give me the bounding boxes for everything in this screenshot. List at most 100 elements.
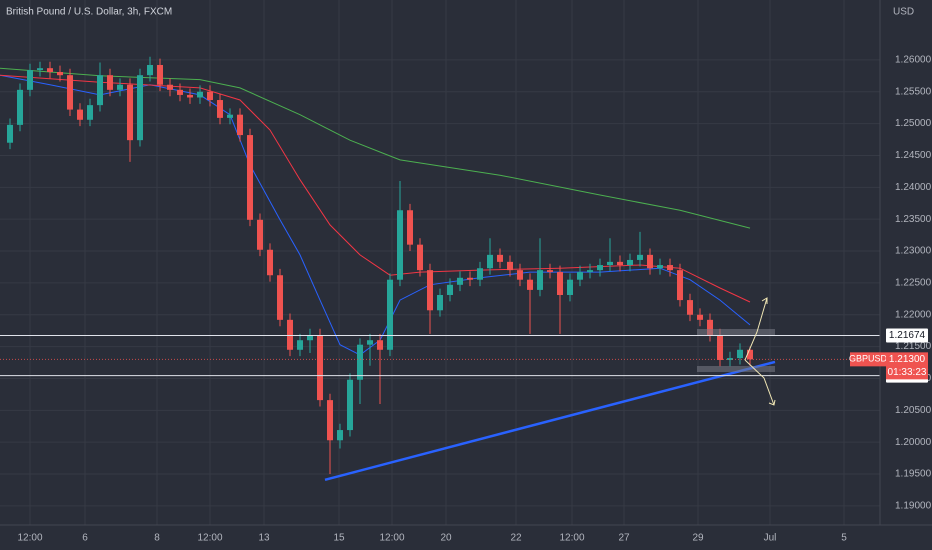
candle-body bbox=[727, 358, 733, 360]
candle-body bbox=[57, 71, 63, 76]
y-tick-label: 1.24500 bbox=[895, 150, 932, 161]
y-tick-label: 1.25500 bbox=[895, 86, 932, 97]
candle-body bbox=[417, 244, 423, 271]
symbol-label: GBPUSD bbox=[849, 354, 888, 364]
candle-body bbox=[357, 344, 363, 380]
candle-body bbox=[297, 340, 303, 350]
candle-body bbox=[427, 270, 433, 311]
candle-body bbox=[747, 349, 753, 360]
x-tick-label: 12:00 bbox=[197, 533, 222, 544]
x-tick-label: 8 bbox=[154, 533, 160, 544]
moving-average bbox=[0, 67, 751, 229]
candle-body bbox=[117, 84, 123, 90]
candle-body bbox=[217, 100, 223, 118]
candle-body bbox=[627, 259, 633, 266]
zone bbox=[697, 366, 775, 372]
candle-body bbox=[517, 270, 523, 280]
y-tick-label: 1.21500 bbox=[895, 341, 932, 352]
axis: 1.190001.195001.200001.205001.210001.215… bbox=[17, 55, 931, 544]
x-tick-label: 27 bbox=[618, 533, 630, 544]
y-tick-label: 1.20500 bbox=[895, 405, 932, 416]
candle-body bbox=[717, 335, 723, 360]
level-label: 1.21674 bbox=[889, 330, 926, 341]
currency: USD bbox=[893, 7, 914, 18]
candle-body bbox=[237, 114, 243, 136]
candle-body bbox=[547, 270, 553, 273]
candle-body bbox=[267, 249, 273, 276]
candle-body bbox=[577, 272, 583, 280]
candle-body bbox=[87, 105, 93, 120]
candle-body bbox=[527, 279, 533, 290]
candle-body bbox=[687, 300, 693, 315]
candle-body bbox=[667, 265, 673, 271]
candle-body bbox=[127, 84, 133, 141]
candle-body bbox=[207, 91, 213, 101]
candle-body bbox=[477, 268, 483, 280]
y-tick-label: 1.25000 bbox=[895, 118, 932, 129]
candle-body bbox=[97, 75, 103, 106]
candle-body bbox=[157, 64, 163, 85]
candle-body bbox=[617, 261, 623, 266]
candle-body bbox=[227, 114, 233, 118]
candle-body bbox=[437, 294, 443, 311]
candle-body bbox=[47, 68, 53, 72]
grid bbox=[0, 0, 880, 525]
candle-body bbox=[487, 254, 493, 269]
x-tick-label: 20 bbox=[440, 533, 452, 544]
candle-body bbox=[197, 91, 203, 98]
zone bbox=[697, 329, 775, 335]
x-tick-label: 5 bbox=[841, 533, 847, 544]
candle-body bbox=[147, 64, 153, 76]
candle-body bbox=[567, 279, 573, 295]
candle-body bbox=[77, 109, 83, 120]
price-label: 1.21300 bbox=[889, 354, 926, 365]
y-tick-label: 1.22500 bbox=[895, 278, 932, 289]
x-tick-label: 29 bbox=[692, 533, 704, 544]
trendline bbox=[324, 360, 776, 482]
candle-body bbox=[647, 254, 653, 269]
candle-body bbox=[247, 135, 253, 220]
candle-body bbox=[507, 261, 513, 271]
candle-body bbox=[737, 349, 743, 359]
candle-body bbox=[697, 314, 703, 320]
candle-body bbox=[387, 279, 393, 350]
candle-body bbox=[657, 265, 663, 269]
candle-body bbox=[447, 284, 453, 295]
y-tick-label: 1.23000 bbox=[895, 246, 932, 257]
candle-body bbox=[537, 270, 543, 290]
candle-body bbox=[367, 340, 373, 345]
candle-body bbox=[167, 84, 173, 90]
level-label-box bbox=[886, 328, 928, 343]
symbol-box bbox=[850, 352, 886, 367]
candle-body bbox=[277, 275, 283, 320]
candle-body bbox=[257, 219, 263, 250]
x-tick-label: 12:00 bbox=[379, 533, 404, 544]
candle-body bbox=[377, 340, 383, 350]
x-tick-label: 6 bbox=[82, 533, 88, 544]
plot bbox=[0, 56, 880, 482]
x-tick-label: 13 bbox=[258, 533, 270, 544]
candle-body bbox=[137, 75, 143, 141]
chart-title: British Pound / U.S. Dollar, 3h, FXCM bbox=[6, 7, 172, 18]
candle-body bbox=[177, 89, 183, 95]
countdown: 01:33:23 bbox=[888, 367, 927, 378]
y-tick-label: 1.22000 bbox=[895, 309, 932, 320]
x-tick-label: 15 bbox=[333, 533, 345, 544]
candle-body bbox=[37, 68, 43, 71]
candle-body bbox=[407, 210, 413, 245]
candle-body bbox=[457, 277, 463, 285]
candle-body bbox=[467, 277, 473, 280]
x-tick-label: 12:00 bbox=[559, 533, 584, 544]
candle-body bbox=[7, 124, 13, 143]
x-tick-label: 22 bbox=[510, 533, 522, 544]
candle-body bbox=[67, 75, 73, 110]
candle-body bbox=[17, 89, 23, 125]
y-tick-label: 1.26000 bbox=[895, 55, 932, 66]
candle-body bbox=[497, 254, 503, 262]
candle-body bbox=[287, 319, 293, 350]
candle-body bbox=[337, 430, 343, 441]
price-box bbox=[886, 352, 928, 380]
candle-body bbox=[397, 210, 403, 280]
candle-body bbox=[27, 70, 33, 90]
